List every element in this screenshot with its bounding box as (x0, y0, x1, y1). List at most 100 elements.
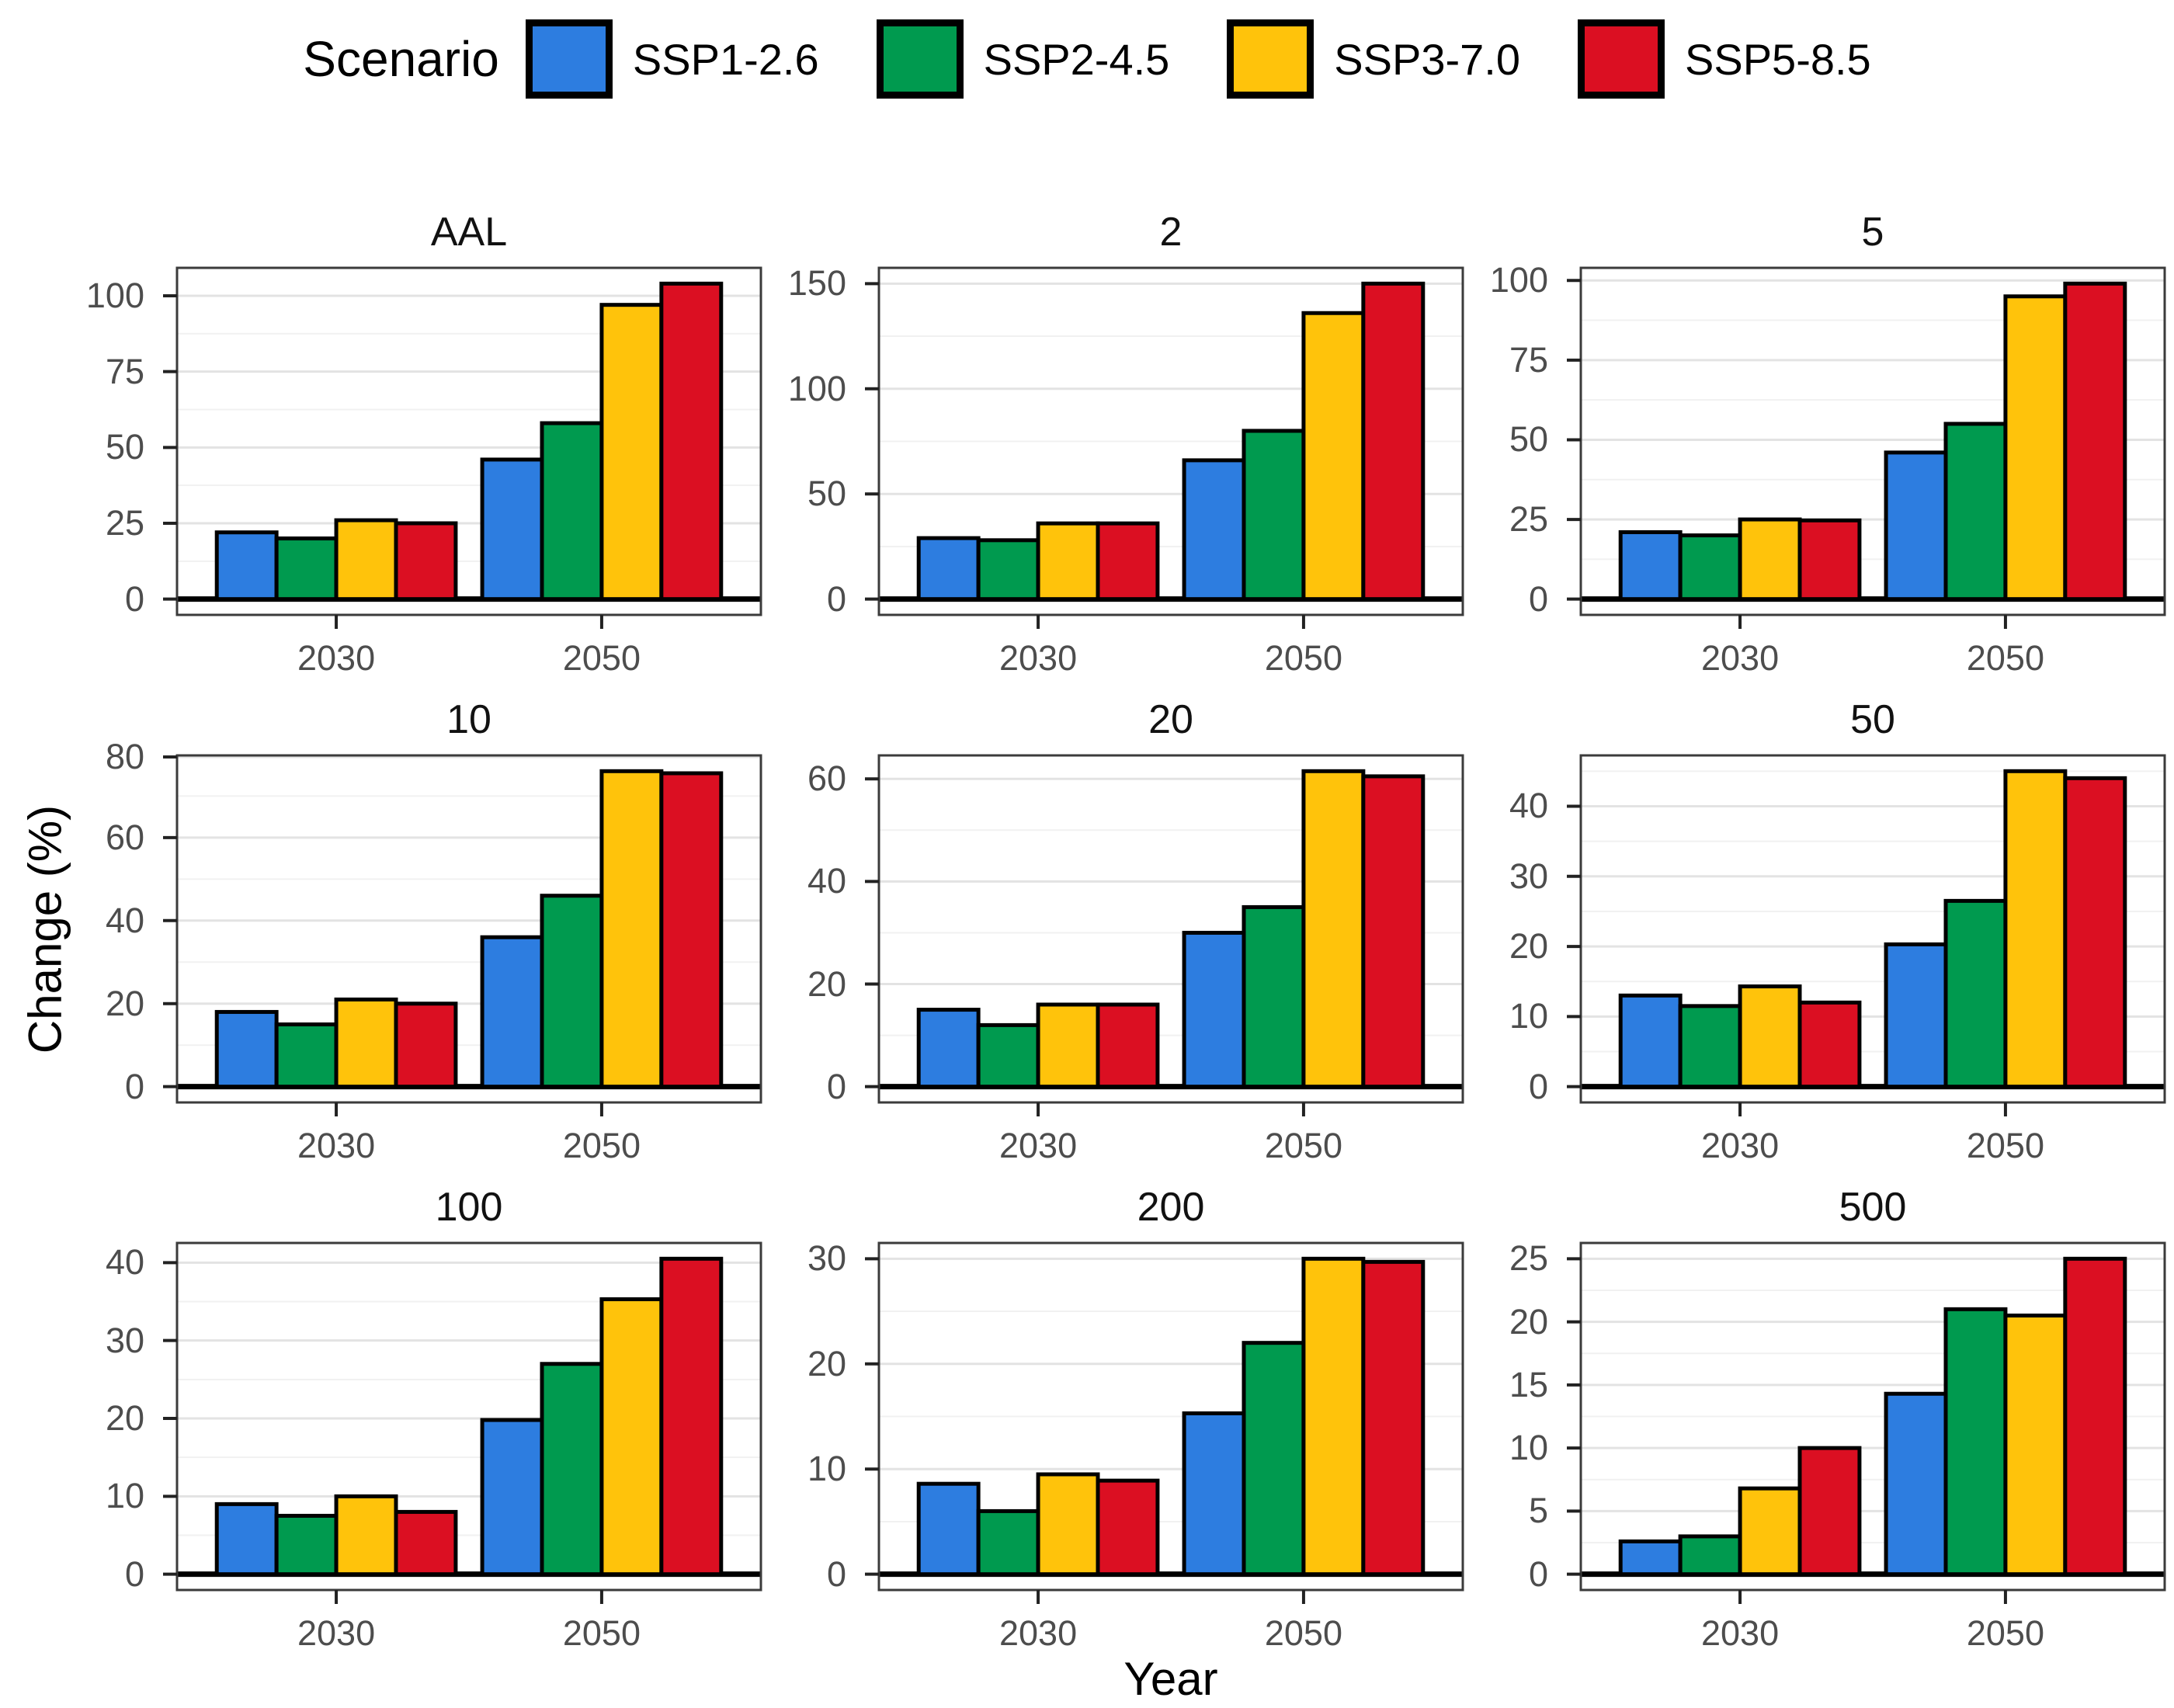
y-tick-label: 100 (787, 368, 846, 408)
facet-title-20: 20 (1148, 697, 1193, 742)
y-tick-label: 0 (124, 1554, 144, 1594)
bar-2-2050-ssp5-8-5 (1361, 281, 1426, 602)
bar-200-2050-ssp3-7-0 (1301, 1256, 1366, 1577)
y-tick-label: 75 (1509, 339, 1548, 380)
facet-panel-200 (865, 1241, 1464, 1604)
y-tick-label: 0 (1528, 1554, 1548, 1594)
bar-5-2050-ssp3-7-0 (2003, 294, 2068, 602)
x-tick-label: 2030 (1701, 1613, 1780, 1653)
bar-aal-2050-ssp2-4-5 (540, 421, 604, 602)
x-tick-label: 2050 (562, 638, 641, 678)
bar-2-2050-ssp3-7-0 (1301, 311, 1366, 602)
bar-200-2030-ssp2-4-5 (976, 1508, 1040, 1577)
y-tick-label: 80 (105, 737, 144, 776)
bar-5-2050-ssp5-8-5 (2063, 281, 2127, 602)
y-tick-label: 25 (1509, 1238, 1548, 1279)
x-tick-label: 2030 (297, 1613, 376, 1653)
bar-20-2050-ssp1-2-6 (1182, 930, 1246, 1089)
legend-item: SSP2-4.5 (876, 19, 1170, 99)
y-tick-label: 0 (124, 578, 144, 619)
bar-10-2030-ssp3-7-0 (334, 997, 398, 1089)
y-tick-label: 60 (807, 759, 846, 799)
bar-50-2050-ssp5-8-5 (2063, 776, 2127, 1089)
bar-100-2030-ssp5-8-5 (394, 1509, 458, 1577)
y-tick-label: 0 (826, 1554, 846, 1594)
bar-2-2030-ssp2-4-5 (976, 538, 1040, 602)
bar-50-2050-ssp2-4-5 (1943, 898, 2008, 1089)
legend-item-label: SSP2-4.5 (983, 34, 1170, 84)
facet-panel-2 (865, 266, 1464, 629)
y-tick-label: 100 (1489, 260, 1548, 300)
y-axis-title: Change (%) (19, 804, 71, 1054)
bar-10-2050-ssp5-8-5 (659, 771, 724, 1089)
y-tick-label: 20 (105, 1398, 144, 1438)
bar-200-2030-ssp3-7-0 (1036, 1472, 1100, 1577)
y-tick-label: 50 (1509, 419, 1548, 460)
y-tick-label: 20 (1509, 926, 1548, 967)
legend-item-label: SSP5-8.5 (1685, 34, 1871, 84)
x-axis-title: Year (1123, 1653, 1218, 1705)
x-tick-label: 2030 (297, 638, 376, 678)
facet-title-5: 5 (1861, 210, 1884, 255)
y-tick-label: 0 (1528, 578, 1548, 619)
legend-item: SSP5-8.5 (1578, 19, 1871, 99)
bar-5-2030-ssp3-7-0 (1738, 517, 1802, 602)
bar-200-2030-ssp1-2-6 (916, 1481, 981, 1577)
y-tick-label: 60 (105, 817, 144, 857)
y-tick-label: 25 (1509, 499, 1548, 540)
bar-500-2050-ssp2-4-5 (1943, 1307, 2008, 1577)
legend-item-label: SSP3-7.0 (1334, 34, 1520, 84)
facet-title-aal: AAL (430, 210, 508, 255)
x-tick-label: 2050 (1966, 1126, 2044, 1165)
y-tick-label: 10 (807, 1449, 846, 1489)
bar-20-2050-ssp5-8-5 (1361, 774, 1426, 1089)
legend-key-ssp1-2-6 (525, 19, 613, 99)
bar-100-2050-ssp3-7-0 (599, 1297, 664, 1577)
legend-key-ssp5-8-5 (1578, 19, 1665, 99)
bar-500-2050-ssp5-8-5 (2063, 1256, 2127, 1577)
bar-aal-2030-ssp5-8-5 (394, 521, 458, 602)
bar-500-2030-ssp3-7-0 (1738, 1486, 1802, 1577)
x-tick-label: 2030 (999, 1613, 1078, 1653)
bar-100-2030-ssp1-2-6 (214, 1501, 279, 1577)
bar-50-2030-ssp3-7-0 (1738, 984, 1802, 1089)
bar-aal-2050-ssp1-2-6 (480, 457, 544, 602)
bar-10-2050-ssp3-7-0 (599, 769, 664, 1089)
y-tick-label: 75 (105, 351, 144, 391)
y-tick-label: 20 (105, 983, 144, 1023)
bar-500-2030-ssp1-2-6 (1618, 1539, 1683, 1577)
bar-2-2030-ssp5-8-5 (1096, 521, 1160, 602)
y-tick-label: 20 (807, 963, 846, 1004)
bar-5-2030-ssp1-2-6 (1618, 529, 1683, 602)
facet-title-200: 200 (1137, 1185, 1205, 1230)
legend-item-label: SSP1-2.6 (632, 34, 819, 84)
bar-20-2050-ssp3-7-0 (1301, 769, 1366, 1089)
bar-2-2050-ssp1-2-6 (1182, 458, 1246, 602)
y-tick-label: 30 (807, 1238, 846, 1279)
bar-20-2030-ssp2-4-5 (976, 1022, 1040, 1089)
y-tick-label: 15 (1509, 1364, 1548, 1404)
facet-title-2: 2 (1159, 210, 1183, 255)
legend-key-ssp3-7-0 (1227, 19, 1314, 99)
bar-5-2050-ssp2-4-5 (1943, 422, 2008, 602)
bar-20-2030-ssp1-2-6 (916, 1008, 981, 1089)
bar-200-2030-ssp5-8-5 (1096, 1478, 1160, 1577)
bar-50-2050-ssp1-2-6 (1884, 942, 1948, 1089)
bar-50-2030-ssp5-8-5 (1797, 1000, 1862, 1089)
bar-100-2050-ssp2-4-5 (540, 1362, 604, 1577)
legend: Scenario SSP1-2.6 SSP2-4.5 SSP3-7.0 SSP5-8.… (0, 12, 2174, 106)
x-tick-label: 2030 (297, 1126, 376, 1165)
bar-200-2050-ssp2-4-5 (1242, 1341, 1306, 1577)
bar-10-2050-ssp1-2-6 (480, 935, 544, 1089)
y-tick-label: 5 (1528, 1491, 1548, 1531)
y-tick-label: 25 (105, 502, 144, 543)
facet-panel-20 (865, 754, 1464, 1116)
bar-10-2030-ssp5-8-5 (394, 1002, 458, 1089)
bar-5-2030-ssp2-4-5 (1678, 533, 1742, 602)
y-tick-label: 50 (807, 474, 846, 514)
legend-title: Scenario (303, 31, 499, 87)
bar-20-2030-ssp5-8-5 (1096, 1002, 1160, 1089)
x-tick-label: 2050 (562, 1126, 641, 1165)
y-tick-label: 0 (826, 578, 846, 619)
